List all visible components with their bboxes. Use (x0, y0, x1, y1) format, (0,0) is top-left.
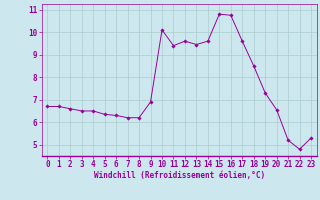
X-axis label: Windchill (Refroidissement éolien,°C): Windchill (Refroidissement éolien,°C) (94, 171, 265, 180)
